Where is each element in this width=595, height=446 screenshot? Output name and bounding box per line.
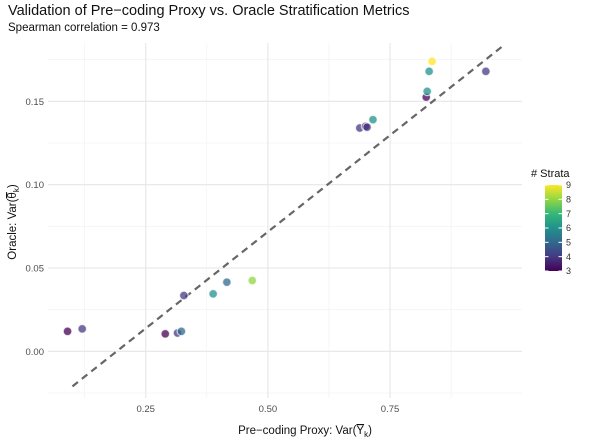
x-axis-title-sub: k (364, 430, 369, 439)
legend-tick-label: 8 (566, 195, 571, 205)
legend-ticks: 3 4 5 6 7 8 9 (545, 180, 571, 276)
data-points (62, 56, 491, 339)
data-point (208, 288, 219, 299)
y-axis-title-var: θ (7, 192, 19, 198)
y-axis-title: Oracle: Var(θk) (7, 184, 21, 260)
data-point (480, 66, 491, 77)
y-tick-label: 0.05 (26, 264, 45, 275)
y-tick-label: 0.00 (26, 347, 45, 358)
axis-ticks: 0.25 0.50 0.75 0.00 0.05 0.10 0.15 (26, 97, 400, 415)
x-axis-title: Pre−coding Proxy: Var(Yk) (238, 425, 372, 439)
legend-tick-label: 9 (566, 180, 571, 190)
y-axis-title-suffix: ) (7, 184, 19, 188)
x-tick-label: 0.75 (381, 404, 400, 415)
legend-tick-label: 5 (566, 238, 571, 248)
y-axis-title-sub: k (12, 187, 21, 192)
data-point (77, 323, 88, 334)
legend-tick-label: 3 (566, 266, 571, 276)
x-axis-title-var: Y (356, 425, 364, 437)
color-legend: # Strata 3 4 5 6 7 8 9 (531, 168, 571, 276)
y-tick-label: 0.10 (26, 180, 45, 191)
legend-colorbar (545, 185, 562, 271)
legend-tick-label: 4 (566, 252, 571, 262)
data-point (176, 326, 187, 337)
legend-title: # Strata (531, 168, 570, 180)
legend-tick-label: 6 (566, 223, 571, 233)
grid-lines (48, 43, 522, 398)
y-axis-title-prefix: Oracle: Var( (7, 198, 19, 259)
chart-subtitle: Spearman correlation = 0.973 (8, 22, 160, 34)
legend-tick-label: 7 (566, 209, 571, 219)
reference-line (71, 45, 504, 388)
x-axis-title-suffix: ) (368, 425, 372, 437)
x-axis-title-prefix: Pre−coding Proxy: Var( (238, 425, 357, 437)
data-point (221, 277, 232, 288)
data-point (178, 290, 189, 301)
data-point (368, 114, 378, 125)
x-tick-label: 0.25 (136, 404, 155, 415)
data-point (160, 328, 171, 339)
data-point (427, 56, 437, 67)
data-point (362, 122, 372, 133)
x-tick-label: 0.50 (259, 404, 278, 415)
data-point (422, 86, 433, 97)
data-point (247, 275, 258, 286)
data-point (62, 326, 73, 337)
y-tick-label: 0.15 (26, 97, 45, 108)
data-point (424, 66, 435, 77)
reference-line-group (71, 45, 504, 388)
chart-title: Validation of Pre−coding Proxy vs. Oracl… (8, 3, 410, 19)
